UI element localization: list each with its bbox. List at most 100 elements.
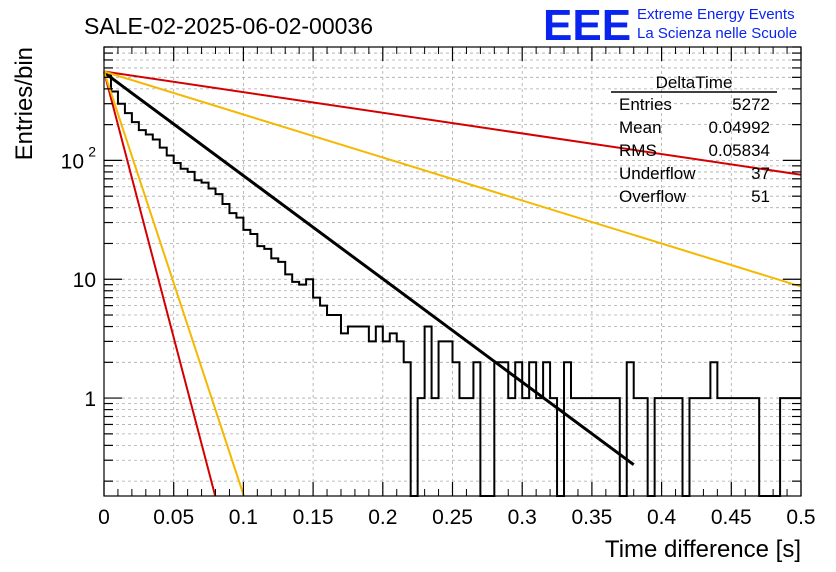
y-axis-label: Entries/bin xyxy=(11,47,38,160)
y-tick-label: 1 xyxy=(84,388,96,411)
x-tick-label: 0.3 xyxy=(508,506,537,529)
eee-logo-line2: La Scienza nelle Scuole xyxy=(637,25,797,42)
histogram-bin xyxy=(390,333,397,496)
histogram-bin xyxy=(369,341,376,496)
histogram-bin xyxy=(752,398,759,496)
histogram-bin xyxy=(292,282,299,496)
histogram-bin xyxy=(285,274,292,496)
histogram-bin xyxy=(453,362,460,496)
histogram-bin xyxy=(209,189,216,496)
histogram-bin xyxy=(425,327,432,496)
histogram-bin xyxy=(432,398,439,496)
histogram-bin xyxy=(578,398,585,496)
stats-entries-label: Entries xyxy=(619,95,672,114)
histogram-bin xyxy=(174,163,181,496)
histogram-bin xyxy=(236,218,243,496)
stats-mean-label: Mean xyxy=(619,118,662,137)
histogram-bin xyxy=(710,362,717,496)
histogram-bin xyxy=(313,298,320,496)
histogram-bin xyxy=(446,341,453,496)
histogram-bin xyxy=(745,398,752,496)
eee-logo: EEE xyxy=(543,1,631,50)
histogram-bin xyxy=(257,246,264,496)
histogram-bin xyxy=(613,398,620,496)
histogram-bin xyxy=(250,234,257,496)
histogram-bin xyxy=(655,398,662,496)
histogram-bin xyxy=(494,362,501,496)
histogram-bin xyxy=(571,398,578,496)
stats-overflow-label: Overflow xyxy=(619,187,687,206)
histogram-bin xyxy=(550,398,557,496)
stats-box: DeltaTime Entries 5272 Mean 0.04992 RMS … xyxy=(611,73,777,206)
histogram-bin xyxy=(181,169,188,496)
histogram-bin xyxy=(348,327,355,496)
histogram-bin xyxy=(278,262,285,496)
histogram-bin xyxy=(153,139,160,496)
y-tick-label: 10 xyxy=(73,269,96,292)
histogram-bin xyxy=(355,327,362,496)
histogram-bin xyxy=(404,362,411,496)
histogram-bin xyxy=(160,148,167,496)
histogram-bin xyxy=(306,279,313,496)
histogram-bin xyxy=(669,398,676,496)
fit-curve-3 xyxy=(103,71,217,497)
histogram-bin xyxy=(634,398,641,496)
stats-mean-value: 0.04992 xyxy=(709,118,770,137)
histogram-bin xyxy=(376,327,383,496)
histogram-bin xyxy=(111,92,118,496)
stats-underflow-label: Underflow xyxy=(619,164,696,183)
x-tick-label: 0.25 xyxy=(432,506,473,529)
histogram-bin xyxy=(466,398,473,496)
histogram-bin xyxy=(195,180,202,496)
histogram-bin xyxy=(334,315,341,496)
histogram-bin xyxy=(341,333,348,496)
fit-curve-1 xyxy=(103,70,802,176)
histogram-bin xyxy=(641,398,648,496)
x-tick-label: 0.15 xyxy=(293,506,334,529)
histogram-bin xyxy=(585,398,592,496)
y-tick-label: 10 xyxy=(61,150,84,173)
x-tick-label: 0.2 xyxy=(368,506,397,529)
histogram-bin xyxy=(731,398,738,496)
histogram-bin xyxy=(543,362,550,496)
histogram-bin xyxy=(362,327,369,496)
histogram-bin xyxy=(216,194,223,496)
x-tick-label: 0.1 xyxy=(229,506,258,529)
histogram-bin xyxy=(627,362,634,496)
histogram-bin xyxy=(696,398,703,496)
histogram-bin xyxy=(397,341,404,496)
fit-curve-2 xyxy=(103,70,802,288)
histogram-bin xyxy=(522,398,529,496)
histogram-bin xyxy=(439,341,446,496)
stats-box-title: DeltaTime xyxy=(656,73,733,92)
histogram-bin xyxy=(529,362,536,496)
x-tick-label: 0.05 xyxy=(153,506,194,529)
histogram-bin xyxy=(703,398,710,496)
histogram-bin xyxy=(459,398,466,496)
histogram-bin xyxy=(473,362,480,496)
histogram-bin xyxy=(320,306,327,496)
x-axis-label: Time difference [s] xyxy=(605,536,801,563)
histogram-bin xyxy=(383,341,390,496)
stats-underflow-value: 37 xyxy=(751,164,770,183)
histogram-bin xyxy=(418,398,425,496)
histogram-bin xyxy=(717,398,724,496)
histogram-bin xyxy=(676,398,683,496)
histogram-bin xyxy=(592,398,599,496)
fit-curve-4 xyxy=(103,71,245,497)
histogram-bin xyxy=(536,398,543,496)
x-tick-label: 0.35 xyxy=(571,506,612,529)
plot-title: SALE-02-2025-06-02-00036 xyxy=(84,13,373,39)
y-tick-exponent: 2 xyxy=(88,143,96,159)
histogram-bin xyxy=(118,104,125,496)
histogram-bin xyxy=(271,258,278,496)
histogram-bin xyxy=(662,398,669,496)
stats-overflow-value: 51 xyxy=(751,187,770,206)
histogram-bin xyxy=(264,249,271,496)
histogram-bin xyxy=(508,398,515,496)
histogram-bin xyxy=(146,135,153,496)
fit-curve-0 xyxy=(103,71,635,466)
x-axis-ticks: 0 0.05 0.1 0.15 0.2 0.25 0.3 0.35 0.4 0.45 0.5 xyxy=(98,47,816,529)
